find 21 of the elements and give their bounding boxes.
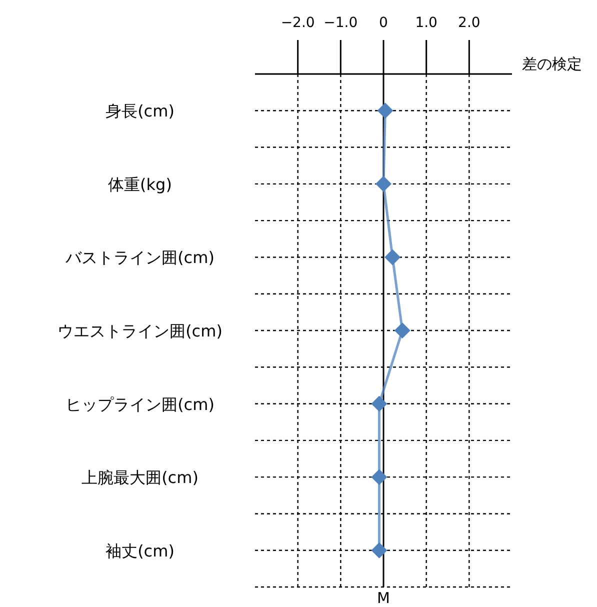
- ref-line-label: M: [377, 589, 390, 607]
- x-axis-title: 差の検定: [522, 55, 582, 73]
- y-tick-label: 上腕最大囲(cm): [82, 468, 198, 488]
- point: [384, 249, 400, 266]
- point: [371, 469, 388, 486]
- point: [394, 322, 410, 338]
- x-tick-label: 1.0: [415, 15, 438, 31]
- point: [376, 176, 392, 192]
- point: [377, 102, 394, 119]
- y-tick-label: ヒップライン囲(cm): [66, 394, 214, 414]
- y-tick-label: ウエストライン囲(cm): [58, 322, 222, 340]
- y-tick-label: 袖丈(cm): [106, 541, 174, 560]
- y-tick-label: 身長(cm): [106, 102, 174, 121]
- y-tick-label: 体重(kg): [108, 174, 172, 194]
- x-tick-label: 0: [379, 15, 388, 31]
- x-tick-label: −1.0: [324, 15, 358, 31]
- point: [371, 396, 388, 412]
- x-tick-label: 2.0: [458, 15, 480, 31]
- x-tick-label: −2.0: [280, 15, 315, 31]
- point: [371, 542, 388, 558]
- y-tick-label: バストライン囲(cm): [64, 248, 214, 268]
